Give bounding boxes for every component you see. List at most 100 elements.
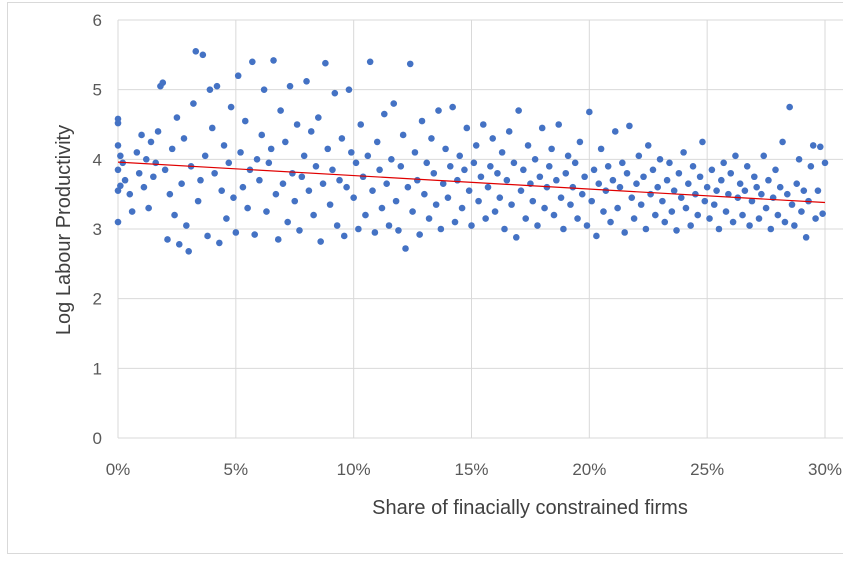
data-point — [786, 103, 793, 111]
data-point — [576, 138, 584, 146]
data-point — [381, 110, 388, 118]
data-point — [692, 190, 699, 198]
data-point — [199, 51, 207, 59]
data-point — [531, 156, 539, 163]
data-point — [607, 218, 614, 226]
data-point — [640, 173, 647, 181]
data-point — [312, 163, 320, 170]
data-point — [793, 180, 801, 188]
data-point — [753, 183, 760, 191]
data-point — [491, 208, 499, 215]
data-point — [819, 210, 826, 217]
data-point — [571, 159, 579, 167]
data-point — [114, 187, 122, 194]
data-point — [277, 107, 284, 114]
data-point — [623, 169, 631, 177]
data-point — [713, 187, 720, 194]
data-point — [555, 121, 562, 128]
data-point — [140, 183, 148, 191]
data-point — [800, 187, 808, 194]
data-point — [581, 173, 588, 181]
data-point — [616, 183, 624, 191]
data-point — [117, 182, 124, 190]
data-point — [593, 232, 600, 240]
data-point — [418, 117, 426, 125]
data-point — [145, 204, 152, 212]
data-point — [477, 173, 485, 181]
data-point — [472, 142, 480, 149]
data-point — [173, 114, 181, 121]
data-point — [583, 222, 591, 229]
data-point — [524, 142, 532, 149]
data-point — [359, 173, 367, 181]
data-point — [213, 82, 221, 90]
data-point — [428, 135, 435, 142]
data-point — [402, 245, 409, 252]
data-point — [223, 215, 230, 222]
data-point — [284, 218, 291, 226]
x-tick-label: 30% — [808, 460, 842, 479]
data-point — [463, 124, 471, 132]
data-point — [373, 138, 381, 146]
data-point — [430, 169, 438, 177]
y-tick-label: 2 — [93, 290, 102, 309]
data-point — [289, 169, 296, 177]
data-point — [451, 218, 459, 226]
data-point — [677, 194, 685, 201]
data-point — [161, 166, 169, 174]
data-point — [755, 215, 763, 222]
tick-labels: 0 1 2 3 4 5 6 0% 5% 10% 15% 20% 25% 30% — [93, 11, 842, 479]
data-point — [760, 152, 768, 160]
data-point — [567, 201, 574, 208]
data-point — [515, 107, 522, 114]
data-point — [496, 194, 504, 201]
data-point — [357, 121, 365, 128]
data-point — [637, 201, 645, 208]
data-point — [680, 149, 687, 156]
data-point — [710, 201, 718, 208]
x-axis-title: Share of finacially constrained firms — [372, 497, 688, 519]
data-point — [399, 131, 407, 139]
data-point — [727, 169, 735, 177]
x-tick-label: 5% — [224, 460, 249, 479]
data-point — [138, 131, 145, 139]
data-point — [781, 218, 789, 226]
data-point — [614, 204, 621, 212]
data-point — [133, 149, 141, 156]
data-point — [718, 176, 725, 184]
data-point — [475, 197, 482, 205]
data-point — [656, 156, 664, 163]
data-point — [699, 138, 706, 146]
y-tick-label: 5 — [93, 81, 102, 100]
data-point — [538, 124, 546, 132]
data-point — [588, 197, 595, 205]
data-point — [470, 159, 478, 167]
data-point — [701, 197, 709, 205]
data-point — [421, 190, 428, 198]
trendline — [117, 161, 826, 204]
data-point — [322, 59, 329, 67]
data-point — [628, 194, 636, 201]
data-point — [494, 169, 501, 177]
data-point — [663, 176, 671, 184]
data-point — [114, 115, 122, 123]
data-point — [685, 180, 692, 188]
data-point — [545, 163, 553, 170]
data-point — [197, 176, 204, 184]
data-point — [732, 152, 739, 160]
data-point — [142, 156, 150, 163]
data-point — [241, 117, 249, 125]
data-point — [449, 103, 456, 111]
data-point — [659, 197, 666, 205]
data-point — [260, 86, 268, 93]
data-point — [355, 225, 362, 233]
data-point — [798, 208, 805, 215]
data-point — [442, 145, 449, 153]
data-point — [748, 197, 756, 205]
data-point — [682, 204, 690, 212]
data-point — [791, 222, 798, 229]
data-point — [743, 163, 751, 170]
data-point — [234, 72, 242, 80]
data-point — [211, 169, 218, 177]
data-point — [178, 180, 185, 188]
